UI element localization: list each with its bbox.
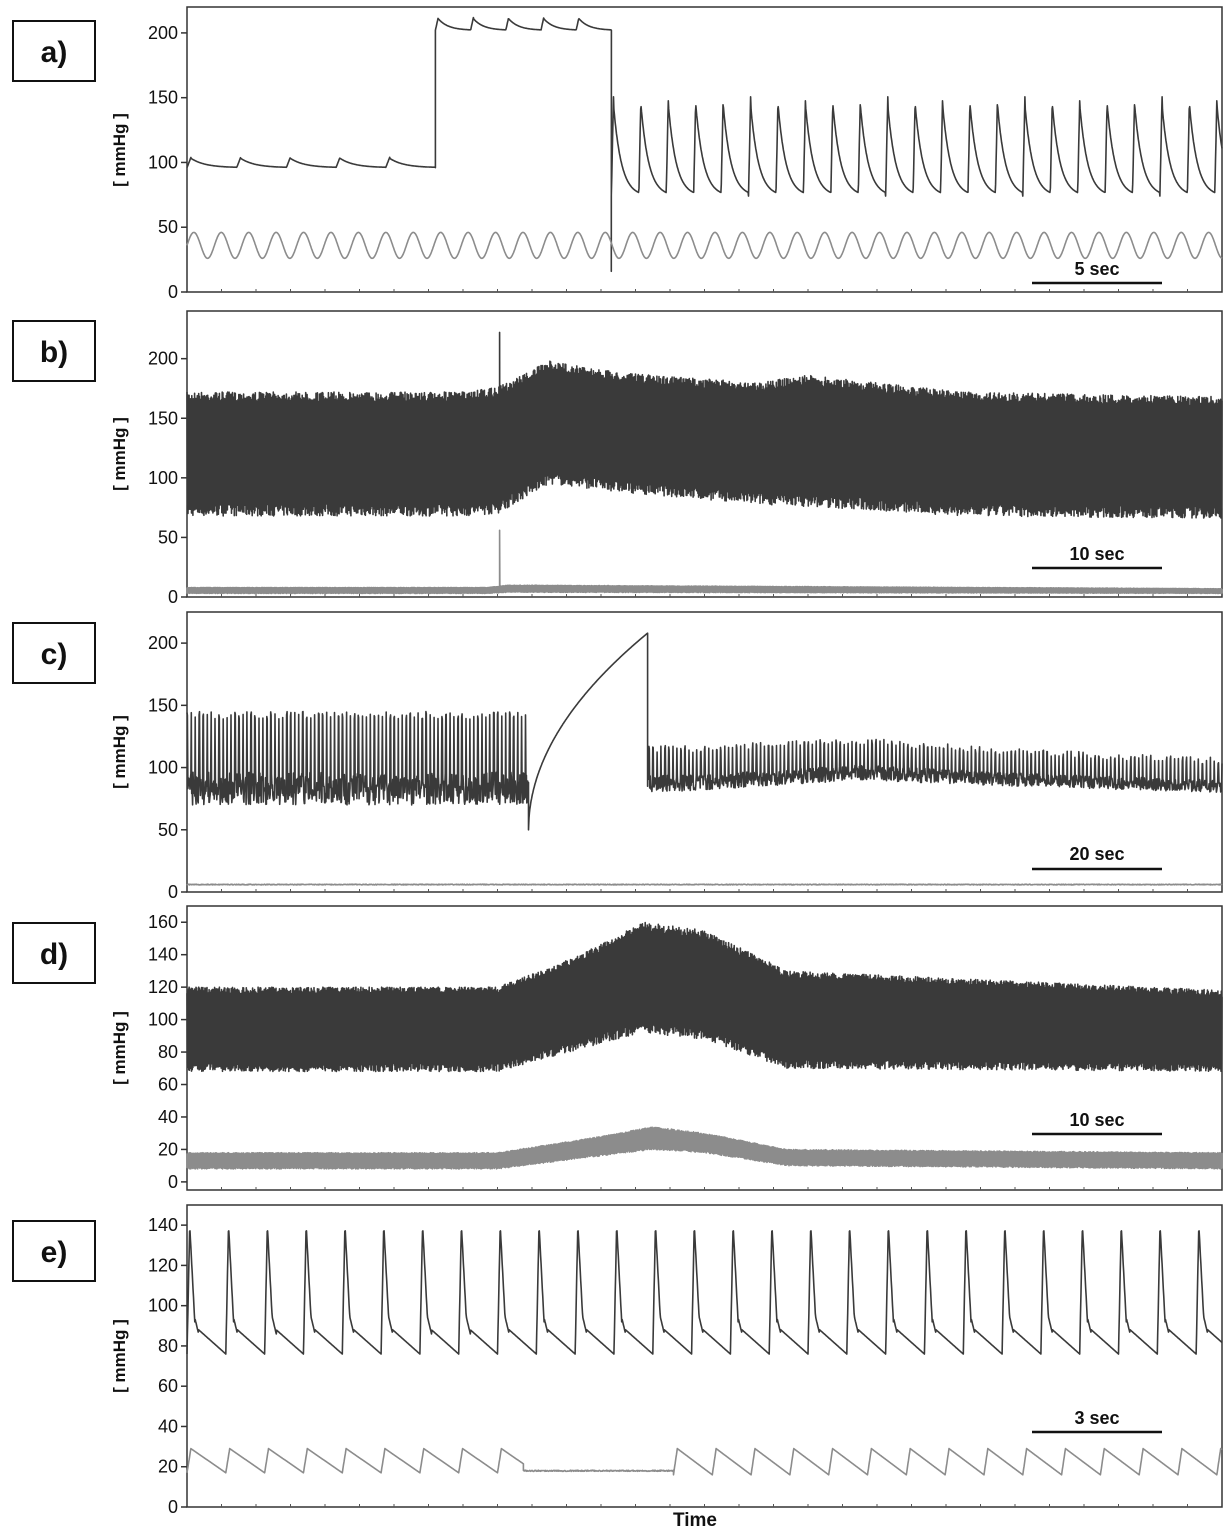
series-lower: [186, 231, 1223, 260]
y-tick-label: 60: [158, 1376, 178, 1396]
scale-bar-label: 10 sec: [1069, 1110, 1124, 1130]
panel-4: 0 20 40 60 80 100 120 140 3 sec: [148, 1204, 1223, 1517]
y-tick-label: 20: [158, 1457, 178, 1477]
y-tick-label: 0: [168, 1497, 178, 1517]
y-tick-label: 50: [158, 217, 178, 237]
scale-bar-label: 5 sec: [1074, 259, 1119, 279]
panel-label: d): [12, 922, 96, 984]
series-lower: [186, 883, 1223, 886]
series-lower: [186, 529, 1223, 595]
y-tick-label: 200: [148, 349, 178, 369]
panel-label: c): [12, 622, 96, 684]
y-tick-label: 0: [168, 282, 178, 302]
y-tick-label: 200: [148, 23, 178, 43]
series-upper: [186, 16, 1223, 273]
y-axis-label: [ mmHg ]: [110, 715, 129, 789]
y-axis-label: [ mmHg ]: [110, 112, 129, 187]
panel-label: b): [12, 320, 96, 382]
panel-1: 0 50 100 150 200 10 sec: [148, 310, 1223, 607]
y-tick-label: 140: [148, 1215, 178, 1235]
y-tick-label: 80: [158, 1042, 178, 1062]
y-tick-label: 0: [168, 882, 178, 902]
series-upper: [186, 1230, 1223, 1355]
y-tick-label: 200: [148, 633, 178, 653]
series-upper: [186, 632, 1223, 831]
y-tick-label: 150: [148, 408, 178, 428]
y-tick-label: 40: [158, 1416, 178, 1436]
series-upper: [186, 331, 1223, 519]
y-tick-label: 40: [158, 1107, 178, 1127]
y-axis-label: [ mmHg ]: [110, 417, 129, 491]
y-tick-label: 120: [148, 1255, 178, 1275]
y-tick-label: 50: [158, 820, 178, 840]
y-tick-label: 80: [158, 1336, 178, 1356]
scale-bar-label: 10 sec: [1069, 544, 1124, 564]
series-lower: [186, 1447, 1223, 1476]
y-axis-label: [ mmHg ]: [110, 1319, 129, 1393]
y-tick-label: 100: [148, 468, 178, 488]
x-axis-label: Time: [672, 1510, 717, 1531]
y-tick-label: 20: [158, 1139, 178, 1159]
y-tick-label: 150: [148, 88, 178, 108]
y-tick-label: 0: [168, 587, 178, 607]
y-tick-label: 60: [158, 1075, 178, 1095]
y-tick-label: 100: [148, 1010, 178, 1030]
y-tick-label: 0: [168, 1172, 178, 1192]
y-tick-label: 100: [148, 152, 178, 172]
panel-3: 0 20 40 60 80 100 120 140 160 10 sec: [148, 905, 1223, 1192]
panel-2: 0 50 100 150 200 20 sec: [148, 611, 1223, 902]
y-tick-label: 150: [148, 695, 178, 715]
y-tick-label: 120: [148, 977, 178, 997]
y-tick-label: 100: [148, 1296, 178, 1316]
y-axis-label: [ mmHg ]: [110, 1011, 129, 1085]
panel-label: a): [12, 20, 96, 82]
y-tick-label: 160: [148, 912, 178, 932]
scale-bar-label: 20 sec: [1069, 844, 1124, 864]
series-upper: [186, 921, 1223, 1073]
plot-frame: [186, 1204, 1223, 1508]
y-tick-label: 50: [158, 527, 178, 547]
plot-frame: [186, 6, 1223, 293]
panel-label: e): [12, 1220, 96, 1282]
scale-bar-label: 3 sec: [1074, 1408, 1119, 1428]
series-lower: [186, 1126, 1223, 1170]
panel-0: 0 50 100 150 200 5 sec: [148, 6, 1223, 302]
y-tick-label: 140: [148, 945, 178, 965]
y-tick-label: 100: [148, 758, 178, 778]
